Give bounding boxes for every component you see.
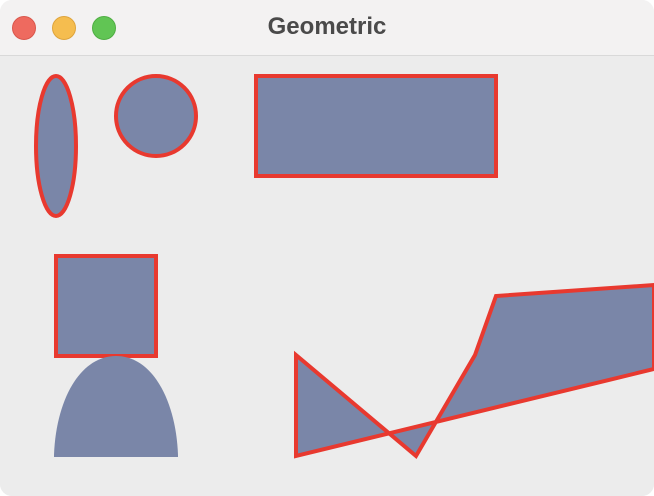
title-bar[interactable]: Geometric: [0, 0, 654, 56]
minimize-button[interactable]: [52, 16, 76, 40]
square-shape: [54, 254, 158, 358]
drawing-canvas: [0, 57, 654, 496]
shapes-drawing: [34, 74, 654, 460]
circle-shape: [114, 74, 198, 158]
close-button[interactable]: [12, 16, 36, 40]
zoom-button[interactable]: [92, 16, 116, 40]
rectangle-shape: [254, 74, 498, 178]
arch-shape: [54, 356, 178, 457]
ellipse-shape: [34, 74, 78, 218]
polygon-shape: [294, 282, 654, 460]
window-title: Geometric: [267, 13, 387, 40]
